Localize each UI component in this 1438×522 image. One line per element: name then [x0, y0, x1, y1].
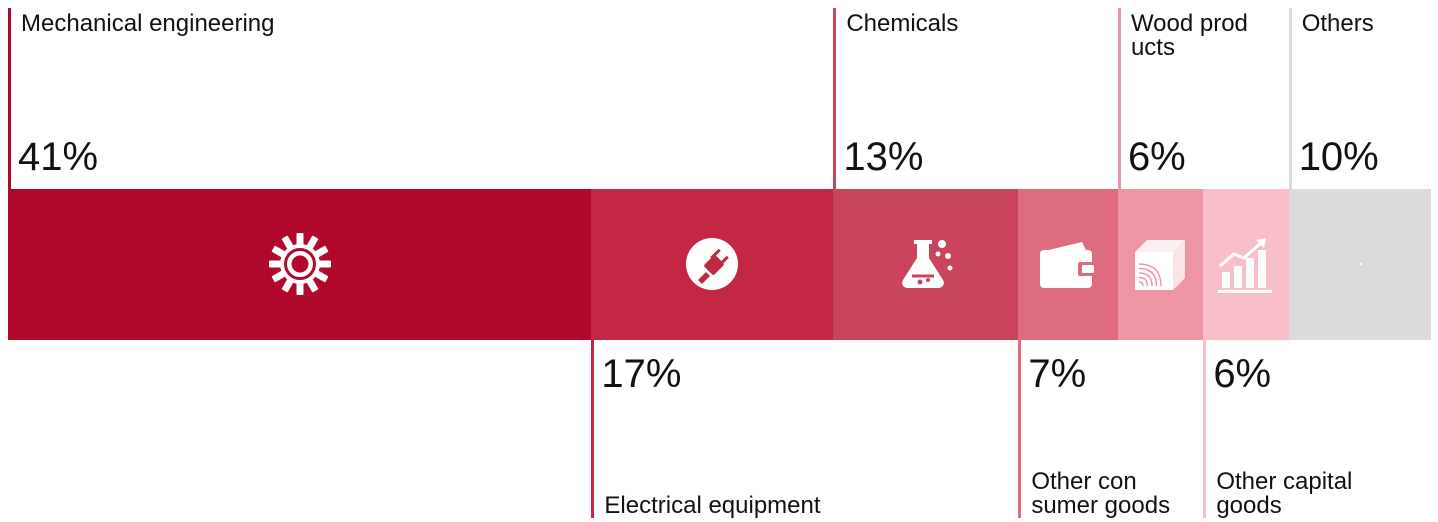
- percent-label-other-con-sumer-goods: 7%: [1028, 352, 1087, 396]
- empty-icon-marker: [1359, 263, 1362, 265]
- category-label-wood-prod-ucts: Wood prod ucts: [1130, 10, 1248, 61]
- percent-label-electrical-equipment: 17%: [601, 352, 682, 396]
- percent-label-wood-prod-ucts: 6%: [1127, 135, 1186, 179]
- leader-line-other-capital-goods: [1203, 340, 1207, 518]
- gear-icon: [268, 233, 331, 295]
- growth-chart-icon: [1218, 238, 1272, 293]
- leader-line-others: [1288, 8, 1292, 189]
- category-label-other-capital-goods: Other capital goods: [1216, 468, 1353, 519]
- flask-icon: [902, 240, 953, 288]
- leader-line-chemicals: [833, 8, 837, 189]
- percent-label-others: 10%: [1298, 135, 1379, 179]
- leader-line-wood-prod-ucts: [1117, 8, 1121, 189]
- percent-label-chemicals: 13%: [843, 135, 924, 179]
- wood-block-icon: [1134, 240, 1185, 290]
- plug-icon: [686, 238, 739, 290]
- leader-line-other-con-sumer-goods: [1018, 340, 1022, 518]
- wallet-icon: [1040, 242, 1097, 288]
- category-label-other-con-sumer-goods: Other con sumer goods: [1031, 468, 1171, 519]
- percent-label-mechanical-engineering: 41%: [18, 135, 99, 179]
- leader-line-mechanical-engineering: [8, 8, 11, 189]
- percent-label-other-capital-goods: 6%: [1213, 352, 1272, 396]
- leader-line-electrical-equipment: [591, 340, 595, 518]
